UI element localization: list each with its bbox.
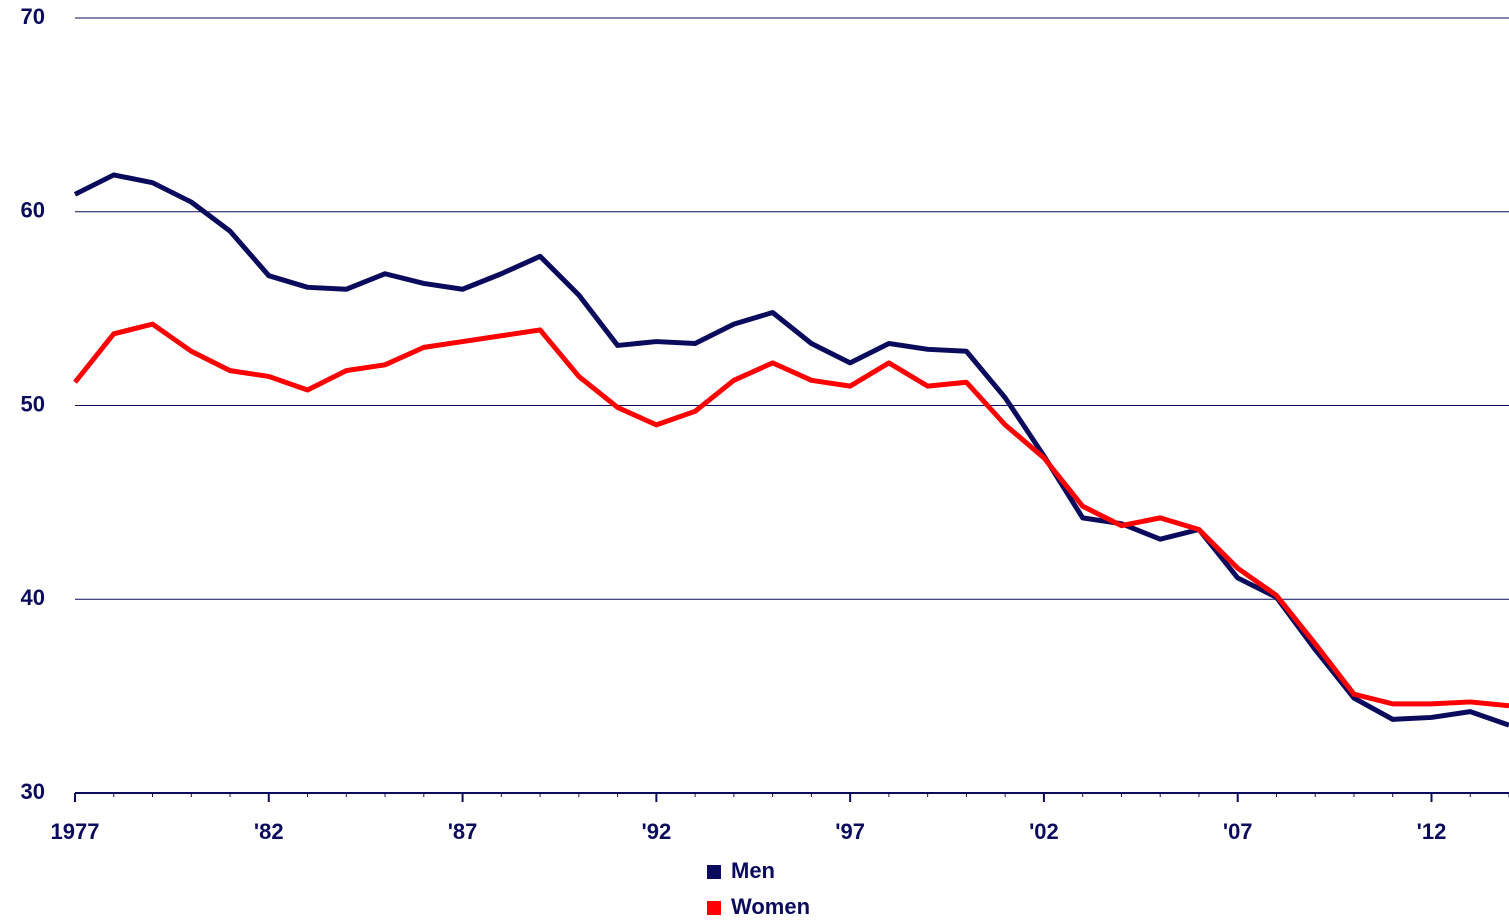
series-line — [73, 172, 1509, 728]
legend-marker — [707, 865, 721, 879]
x-tick-label: '07 — [1223, 819, 1253, 844]
legend-label: Women — [731, 894, 810, 919]
x-tick-label: '02 — [1029, 819, 1059, 844]
x-tick-label: '12 — [1417, 819, 1447, 844]
y-tick-label: 30 — [21, 779, 45, 804]
x-tick-label: '82 — [254, 819, 284, 844]
legend-marker — [707, 901, 721, 915]
y-tick-label: 50 — [21, 391, 45, 416]
series-line — [73, 321, 1509, 709]
legend-label: Men — [731, 858, 775, 883]
y-tick-label: 70 — [21, 4, 45, 29]
x-tick-label: '97 — [835, 819, 865, 844]
y-tick-label: 40 — [21, 585, 45, 610]
x-tick-label: '87 — [448, 819, 478, 844]
x-tick-label: '92 — [641, 819, 671, 844]
y-tick-label: 60 — [21, 198, 45, 223]
x-tick-label: 1977 — [51, 819, 100, 844]
